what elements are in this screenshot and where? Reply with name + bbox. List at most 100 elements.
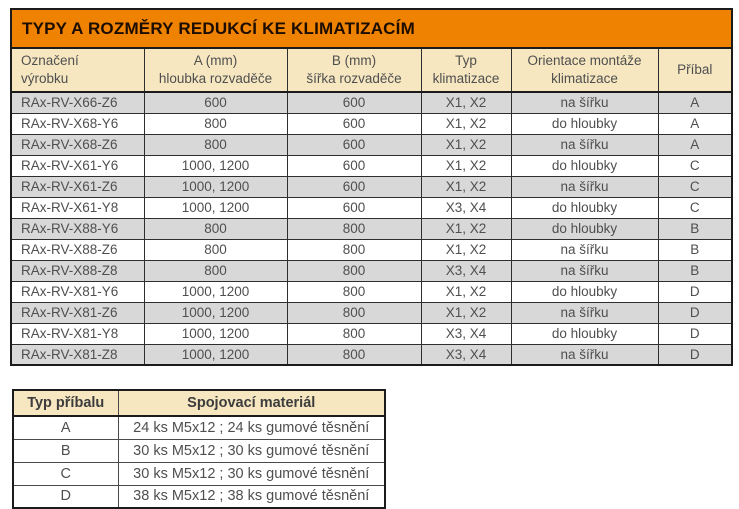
depth-a-cell: 1000, 1200 [143, 343, 288, 366]
table-row: RAx-RV-X61-Y8 1000, 1200 600 X3, X4 do h… [10, 196, 733, 219]
depth-a-cell: 1000, 1200 [143, 280, 288, 303]
table-row: RAx-RV-X81-Y6 1000, 1200 800 X1, X2 do h… [10, 280, 733, 303]
ac-type-cell: X1, X2 [420, 280, 512, 303]
product-code-cell: RAx-RV-X68-Z6 [10, 133, 145, 156]
product-code-cell: RAx-RV-X66-Z6 [10, 91, 145, 114]
table-row: RAx-RV-X61-Y6 1000, 1200 600 X1, X2 do h… [10, 154, 733, 177]
product-code-cell: RAx-RV-X68-Y6 [10, 112, 145, 135]
accessory-type-cell: C [657, 175, 733, 198]
header-product-code: Označení výrobku [10, 47, 145, 93]
depth-a-cell: 1000, 1200 [143, 322, 288, 345]
header-accessory: Příbal [657, 47, 733, 93]
accessory-type-cell: B [12, 438, 119, 463]
accessory-type-cell: D [657, 322, 733, 345]
accessory-type-cell: A [657, 91, 733, 114]
ac-type-cell: X3, X4 [420, 322, 512, 345]
title-row: TYPY A ROZMĚRY REDUKCÍ KE KLIMATIZACÍM [10, 8, 733, 49]
depth-a-cell: 1000, 1200 [143, 154, 288, 177]
accessory-type-cell: D [657, 343, 733, 366]
orientation-cell: na šířku [510, 343, 659, 366]
accessory-row: D 38 ks M5x12 ; 38 ks gumové těsnění [12, 484, 386, 509]
joining-material-cell: 30 ks M5x12 ; 30 ks gumové těsnění [117, 438, 386, 463]
depth-a-cell: 800 [143, 259, 288, 282]
product-code-cell: RAx-RV-X81-Z6 [10, 301, 145, 324]
table-row: RAx-RV-X88-Z8 800 800 X3, X4 na šířku B [10, 259, 733, 282]
width-b-cell: 600 [286, 112, 422, 135]
header-row: Označení výrobku A (mm) hloubka rozvaděč… [10, 47, 733, 93]
accessory-type-cell: B [657, 238, 733, 261]
accessory-row: A 24 ks M5x12 ; 24 ks gumové těsnění [12, 415, 386, 440]
header-width-b: B (mm) šířka rozvaděče [286, 47, 422, 93]
width-b-cell: 800 [286, 343, 422, 366]
width-b-cell: 800 [286, 322, 422, 345]
accessory-type-cell: D [12, 484, 119, 509]
joining-material-cell: 38 ks M5x12 ; 38 ks gumové těsnění [117, 484, 386, 509]
depth-a-cell: 1000, 1200 [143, 175, 288, 198]
orientation-cell: do hloubky [510, 217, 659, 240]
orientation-cell: na šířku [510, 133, 659, 156]
reduction-types-table: TYPY A ROZMĚRY REDUKCÍ KE KLIMATIZACÍM O… [10, 8, 734, 366]
depth-a-cell: 800 [143, 112, 288, 135]
accessory-type-cell: B [657, 217, 733, 240]
accessory-row: B 30 ks M5x12 ; 30 ks gumové těsnění [12, 438, 386, 463]
width-b-cell: 600 [286, 133, 422, 156]
orientation-cell: na šířku [510, 238, 659, 261]
width-b-cell: 600 [286, 91, 422, 114]
table-row: RAx-RV-X88-Z6 800 800 X1, X2 na šířku B [10, 238, 733, 261]
ac-type-cell: X1, X2 [420, 238, 512, 261]
table-row: RAx-RV-X61-Z6 1000, 1200 600 X1, X2 na š… [10, 175, 733, 198]
product-code-cell: RAx-RV-X88-Z6 [10, 238, 145, 261]
table-row: RAx-RV-X81-Y8 1000, 1200 800 X3, X4 do h… [10, 322, 733, 345]
ac-type-cell: X1, X2 [420, 91, 512, 114]
width-b-cell: 800 [286, 301, 422, 324]
ac-type-cell: X1, X2 [420, 112, 512, 135]
product-code-cell: RAx-RV-X61-Z6 [10, 175, 145, 198]
ac-type-cell: X1, X2 [420, 154, 512, 177]
orientation-cell: do hloubky [510, 280, 659, 303]
header-ac-type: Typ klimatizace [420, 47, 512, 93]
header-depth-a: A (mm) hloubka rozvaděče [143, 47, 288, 93]
header-mount-orientation: Orientace montáže klimatizace [510, 47, 659, 93]
orientation-cell: do hloubky [510, 196, 659, 219]
table-title: TYPY A ROZMĚRY REDUKCÍ KE KLIMATIZACÍM [10, 8, 733, 49]
depth-a-cell: 800 [143, 217, 288, 240]
joining-material-cell: 24 ks M5x12 ; 24 ks gumové těsnění [117, 415, 386, 440]
accessory-row: C 30 ks M5x12 ; 30 ks gumové těsnění [12, 461, 386, 486]
accessory-type-cell: C [657, 154, 733, 177]
width-b-cell: 600 [286, 196, 422, 219]
ac-type-cell: X1, X2 [420, 175, 512, 198]
joining-material-cell: 30 ks M5x12 ; 30 ks gumové těsnění [117, 461, 386, 486]
accessory-header-row: Typ příbalu Spojovací materiál [12, 389, 386, 417]
depth-a-cell: 800 [143, 133, 288, 156]
depth-a-cell: 600 [143, 91, 288, 114]
table-row: RAx-RV-X68-Y6 800 600 X1, X2 do hloubky … [10, 112, 733, 135]
accessory-type-cell: A [657, 112, 733, 135]
depth-a-cell: 1000, 1200 [143, 196, 288, 219]
header-accessory-type: Typ příbalu [12, 389, 119, 417]
accessory-type-cell: D [657, 301, 733, 324]
width-b-cell: 600 [286, 175, 422, 198]
ac-type-cell: X3, X4 [420, 259, 512, 282]
orientation-cell: na šířku [510, 91, 659, 114]
product-code-cell: RAx-RV-X81-Y6 [10, 280, 145, 303]
ac-type-cell: X1, X2 [420, 301, 512, 324]
product-code-cell: RAx-RV-X88-Z8 [10, 259, 145, 282]
width-b-cell: 800 [286, 238, 422, 261]
table-row: RAx-RV-X88-Y6 800 800 X1, X2 do hloubky … [10, 217, 733, 240]
product-code-cell: RAx-RV-X61-Y6 [10, 154, 145, 177]
table-row: RAx-RV-X66-Z6 600 600 X1, X2 na šířku A [10, 91, 733, 114]
ac-type-cell: X1, X2 [420, 133, 512, 156]
product-code-cell: RAx-RV-X81-Z8 [10, 343, 145, 366]
product-code-cell: RAx-RV-X88-Y6 [10, 217, 145, 240]
accessory-type-cell: C [657, 196, 733, 219]
orientation-cell: do hloubky [510, 322, 659, 345]
width-b-cell: 800 [286, 217, 422, 240]
product-code-cell: RAx-RV-X61-Y8 [10, 196, 145, 219]
depth-a-cell: 1000, 1200 [143, 301, 288, 324]
width-b-cell: 800 [286, 280, 422, 303]
ac-type-cell: X1, X2 [420, 217, 512, 240]
table-row: RAx-RV-X81-Z6 1000, 1200 800 X1, X2 na š… [10, 301, 733, 324]
accessory-type-cell: A [657, 133, 733, 156]
accessory-type-cell: C [12, 461, 119, 486]
